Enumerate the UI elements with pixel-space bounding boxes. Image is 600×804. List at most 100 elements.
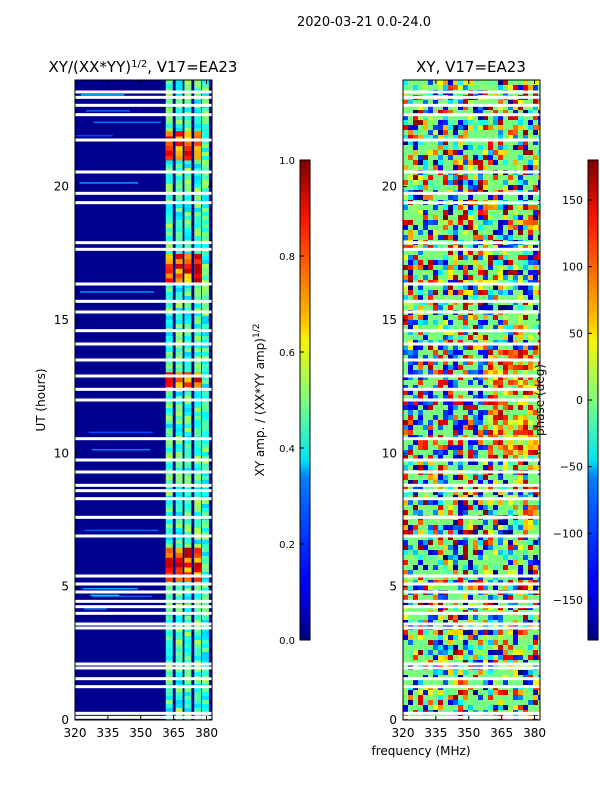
right-phase-cell: [478, 160, 483, 165]
left-streak: [88, 431, 154, 434]
right-phase-cell: [488, 295, 493, 300]
right-phase-cell: [528, 545, 533, 550]
right-phase-cell: [438, 265, 443, 270]
amplitude-colorbar-tick-label: 1.0: [279, 156, 295, 167]
left-hot-cell: [175, 268, 183, 274]
right-phase-cell: [438, 135, 443, 140]
right-phase-cell: [408, 125, 413, 130]
left-hot-cell: [184, 566, 192, 573]
right-phase-cell: [483, 180, 488, 185]
right-phase-cell: [453, 630, 458, 635]
right-phase-cell: [428, 530, 433, 535]
right-phase-cell: [493, 525, 498, 530]
right-phase-cell: [493, 160, 498, 165]
right-phase-cell: [453, 670, 458, 675]
right-phase-cell: [528, 565, 533, 570]
right-phase-cell: [513, 110, 518, 115]
right-phase-cell: [503, 330, 508, 335]
right-phase-cell: [528, 505, 533, 510]
right-phase-cell: [413, 195, 418, 200]
left-hot-cell: [175, 155, 183, 161]
right-phase-cell: [463, 250, 468, 255]
right-phase-cell: [473, 655, 478, 660]
right-phase-cell: [463, 175, 468, 180]
right-phase-cell: [493, 520, 498, 525]
right-phase-cell: [523, 125, 528, 130]
right-phase-cell: [413, 255, 418, 260]
left-band-cell: [194, 400, 202, 404]
right-phase-cell: [463, 680, 468, 685]
left-band-cell: [201, 480, 209, 484]
right-phase-cell: [463, 420, 468, 425]
right-phase-cell: [498, 370, 503, 375]
right-phase-cell: [453, 135, 458, 140]
right-gap: [403, 711, 540, 715]
right-phase-cell: [513, 355, 518, 360]
right-phase-cell: [478, 320, 483, 325]
right-phase-cell: [523, 615, 528, 620]
left-band-cell: [201, 208, 209, 212]
right-phase-cell: [513, 630, 518, 635]
left-band-cell: [201, 352, 209, 356]
right-phase-cell: [493, 480, 498, 485]
left-band-cell: [201, 584, 209, 588]
right-phase-cell: [533, 245, 538, 250]
right-phase-cell: [408, 230, 413, 235]
left-panel-title: XY/(XX*YY)1/2, V17=EA23: [49, 58, 238, 76]
right-phase-cell: [413, 160, 418, 165]
right-phase-cell: [518, 480, 523, 485]
right-phase-cell: [528, 490, 533, 495]
right-phase-cell: [483, 465, 488, 470]
right-phase-cell: [403, 510, 408, 515]
right-phase-cell: [468, 650, 473, 655]
right-phase-cell: [528, 255, 533, 260]
right-phase-cell: [448, 670, 453, 675]
right-phase-cell: [528, 440, 533, 445]
right-phase-cell: [498, 690, 503, 695]
right-phase-cell: [443, 450, 448, 455]
left-band-cell: [201, 168, 209, 172]
left-hot-cell: [194, 273, 202, 279]
left-band-cell: [201, 216, 209, 220]
right-phase-cell: [473, 420, 478, 425]
frequency-axis-label: frequency (MHz): [371, 744, 470, 758]
right-phase-cell: [453, 105, 458, 110]
left-band-cell: [201, 552, 209, 556]
left-band-cell: [194, 176, 202, 180]
right-phase-cell: [463, 670, 468, 675]
right-phase-cell: [428, 180, 433, 185]
left-gap: [75, 113, 212, 117]
right-phase-cell: [513, 115, 518, 120]
right-phase-cell: [473, 490, 478, 495]
right-phase-cell: [448, 530, 453, 535]
right-phase-cell: [478, 365, 483, 370]
right-phase-cell: [428, 525, 433, 530]
left-band-cell: [194, 588, 202, 592]
left-band-cell: [194, 284, 202, 288]
left-band-cell: [165, 220, 173, 224]
right-phase-cell: [523, 275, 528, 280]
right-phase-cell: [453, 445, 458, 450]
right-heatmap-frame: [402, 79, 541, 721]
left-band-cell: [165, 168, 173, 172]
right-phase-cell: [533, 105, 538, 110]
right-phase-cell: [518, 220, 523, 225]
right-gap: [403, 191, 540, 195]
right-phase-cell: [503, 235, 508, 240]
right-phase-cell: [428, 295, 433, 300]
right-gap: [403, 626, 540, 630]
right-phase-cell: [538, 130, 540, 135]
left-gap: [75, 605, 212, 609]
right-phase-cell: [408, 570, 413, 575]
right-phase-cell: [458, 440, 463, 445]
left-gap: [75, 599, 212, 603]
right-phase-cell: [478, 210, 483, 215]
right-phase-cell: [533, 565, 538, 570]
right-phase-cell: [478, 335, 483, 340]
left-hot-cell: [194, 131, 202, 137]
left-band-cell: [184, 428, 192, 432]
right-phase-cell: [498, 360, 503, 365]
right-phase-cell: [463, 415, 468, 420]
right-phase-cell: [533, 260, 538, 265]
right-phase-cell: [438, 510, 443, 515]
